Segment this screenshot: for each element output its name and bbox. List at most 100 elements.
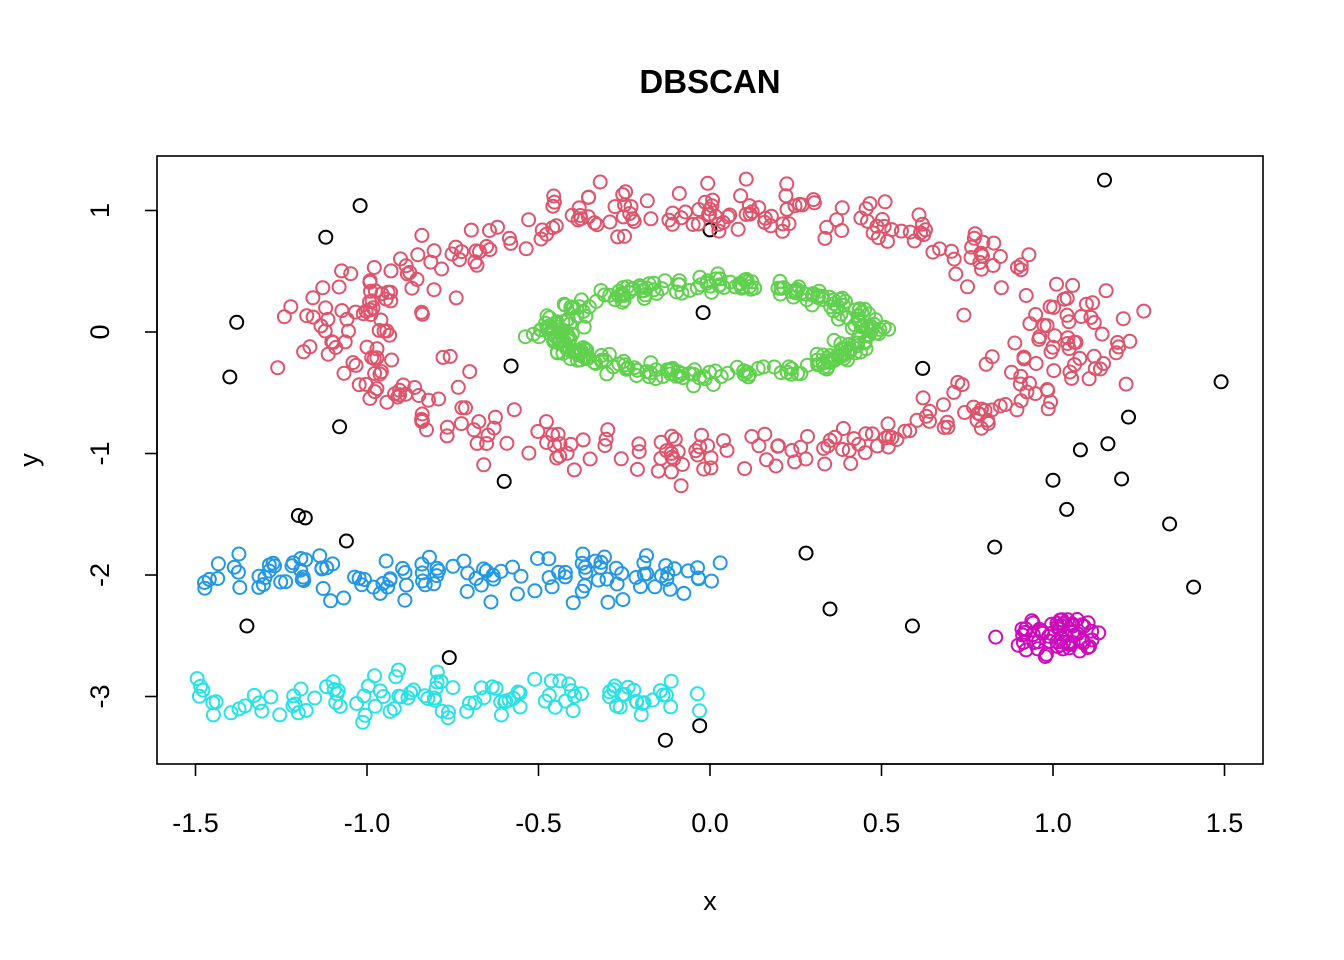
data-point bbox=[352, 198, 368, 214]
data-point bbox=[1059, 307, 1075, 323]
data-point bbox=[629, 461, 645, 477]
data-point bbox=[189, 671, 205, 687]
data-point bbox=[345, 355, 361, 371]
data-point bbox=[372, 366, 388, 382]
data-point bbox=[414, 227, 430, 243]
data-point bbox=[932, 241, 948, 257]
data-point bbox=[1064, 370, 1080, 386]
data-point bbox=[673, 210, 689, 226]
data-point bbox=[607, 199, 623, 215]
data-points bbox=[189, 171, 1229, 748]
data-point bbox=[1043, 394, 1059, 410]
data-point bbox=[963, 250, 979, 265]
data-point bbox=[815, 292, 831, 308]
data-point bbox=[546, 194, 562, 210]
data-point bbox=[411, 388, 427, 403]
data-point bbox=[702, 206, 717, 222]
data-point bbox=[565, 595, 581, 611]
data-point bbox=[463, 222, 479, 238]
data-point bbox=[738, 206, 754, 222]
data-point bbox=[628, 693, 644, 709]
data-point bbox=[775, 223, 790, 239]
data-point bbox=[629, 362, 645, 378]
data-point bbox=[299, 308, 315, 324]
data-point bbox=[373, 312, 389, 328]
data-point bbox=[341, 323, 356, 339]
data-point bbox=[563, 436, 579, 452]
data-point bbox=[415, 573, 431, 589]
data-point bbox=[671, 186, 687, 201]
data-point bbox=[459, 584, 475, 599]
data-point bbox=[444, 246, 460, 262]
data-point bbox=[490, 219, 505, 235]
data-point bbox=[456, 553, 472, 569]
data-point bbox=[527, 671, 543, 687]
data-point bbox=[1010, 637, 1026, 653]
data-point bbox=[844, 320, 860, 336]
data-point bbox=[956, 307, 972, 323]
y-tick-label: -2 bbox=[85, 563, 115, 587]
data-point bbox=[654, 281, 670, 297]
data-point bbox=[618, 184, 634, 200]
data-point bbox=[690, 560, 705, 576]
data-point bbox=[654, 568, 669, 584]
data-point bbox=[939, 414, 955, 430]
data-point bbox=[576, 319, 592, 335]
data-point bbox=[711, 223, 727, 239]
data-point bbox=[597, 438, 613, 454]
data-point bbox=[582, 451, 598, 467]
data-point bbox=[493, 707, 509, 723]
data-point bbox=[439, 428, 455, 444]
data-point bbox=[1092, 361, 1108, 377]
data-point bbox=[201, 571, 217, 587]
data-point bbox=[398, 577, 414, 593]
data-point bbox=[893, 223, 909, 239]
data-point bbox=[386, 701, 402, 717]
data-point bbox=[779, 201, 795, 217]
data-point bbox=[254, 703, 270, 719]
data-point bbox=[829, 347, 845, 363]
data-point bbox=[428, 680, 444, 696]
data-point bbox=[779, 176, 795, 192]
data-point bbox=[237, 698, 253, 714]
data-point bbox=[972, 254, 988, 270]
data-point bbox=[610, 229, 626, 245]
data-point bbox=[521, 212, 537, 228]
x-tick-label: 0.5 bbox=[863, 808, 901, 838]
data-point bbox=[847, 335, 863, 351]
data-point bbox=[467, 254, 483, 270]
data-point bbox=[592, 174, 608, 190]
data-point bbox=[1022, 316, 1038, 332]
data-point bbox=[846, 431, 862, 447]
data-point bbox=[1094, 326, 1110, 342]
x-tick-label: 0.0 bbox=[691, 808, 729, 838]
data-point bbox=[1078, 296, 1094, 312]
data-point bbox=[657, 732, 673, 748]
data-point bbox=[902, 423, 918, 439]
data-point bbox=[587, 553, 603, 569]
data-point bbox=[715, 215, 731, 230]
data-point bbox=[590, 572, 606, 588]
data-point bbox=[547, 699, 563, 715]
data-point bbox=[395, 560, 411, 576]
data-point bbox=[997, 397, 1013, 412]
data-point bbox=[787, 283, 803, 299]
data-point bbox=[480, 427, 496, 443]
data-point bbox=[315, 280, 331, 296]
data-point bbox=[1007, 335, 1023, 351]
data-point bbox=[559, 445, 575, 461]
data-point bbox=[496, 473, 512, 489]
data-point bbox=[615, 592, 631, 608]
data-point bbox=[539, 308, 555, 324]
data-point bbox=[476, 457, 492, 473]
data-point bbox=[544, 579, 560, 595]
data-point bbox=[1021, 247, 1037, 263]
data-point bbox=[1043, 344, 1059, 360]
data-point bbox=[1073, 309, 1089, 324]
data-point bbox=[1036, 318, 1052, 333]
data-point bbox=[223, 705, 239, 721]
data-point bbox=[973, 245, 989, 261]
data-point bbox=[850, 338, 866, 354]
data-point bbox=[1186, 579, 1202, 595]
data-point bbox=[819, 219, 835, 235]
